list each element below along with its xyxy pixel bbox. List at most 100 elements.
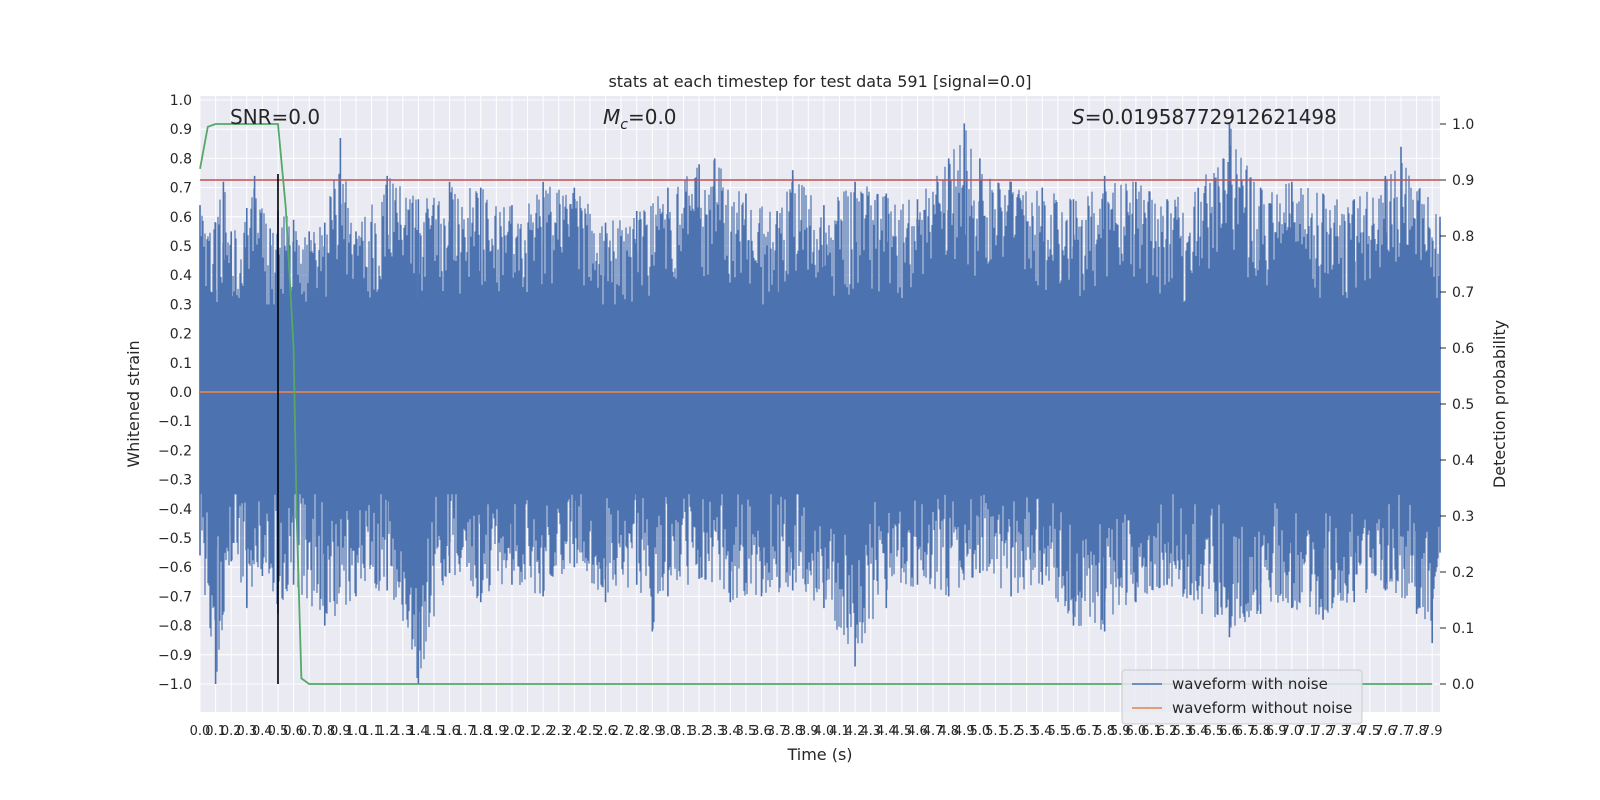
x-axis-ticks: 0.00.10.20.30.40.50.60.70.80.91.01.11.21… bbox=[190, 724, 1443, 739]
x-tick-label: 6.7 bbox=[1235, 724, 1256, 739]
y-axis-ticks: 1.0 0.9 0.8 0.7 0.6 0.5 0.4 0.3 0.2 0.1 0.0 −0.1 −0.… bbox=[158, 93, 192, 693]
y2-tick-label: 0.9 bbox=[1452, 173, 1474, 189]
x-tick-label: 2.9 bbox=[642, 724, 663, 739]
y-tick-label: 1.0 bbox=[170, 93, 192, 109]
x-tick-label: 5.7 bbox=[1079, 724, 1100, 739]
x-tick-label: 7.7 bbox=[1391, 724, 1412, 739]
y-tick-label: 0.9 bbox=[170, 122, 192, 138]
y2-tick-label: 1.0 bbox=[1452, 117, 1474, 133]
legend-label-clean: waveform without noise bbox=[1172, 699, 1352, 717]
x-tick-label: 1.4 bbox=[408, 724, 429, 739]
x-tick-label: 7.3 bbox=[1328, 724, 1349, 739]
x-tick-label: 0.0 bbox=[190, 724, 211, 739]
x-tick-label: 0.3 bbox=[236, 724, 257, 739]
legend: waveform with noise waveform without noi… bbox=[1121, 669, 1363, 725]
x-tick-label: 3.5 bbox=[736, 724, 757, 739]
x-tick-label: 0.5 bbox=[268, 724, 289, 739]
y-tick-label: 0.7 bbox=[170, 181, 192, 197]
x-tick-label: 7.8 bbox=[1406, 724, 1427, 739]
x-tick-label: 0.8 bbox=[314, 724, 335, 739]
chirp-mass-symbol: M bbox=[603, 105, 620, 129]
x-tick-label: 5.4 bbox=[1032, 724, 1053, 739]
x-tick-label: 0.7 bbox=[299, 724, 320, 739]
statistic-annotation: S=0.01958772912621498 bbox=[1072, 105, 1337, 129]
x-tick-label: 5.0 bbox=[970, 724, 991, 739]
x-tick-label: 4.8 bbox=[938, 724, 959, 739]
y-tick-label: −0.6 bbox=[158, 560, 192, 576]
x-tick-label: 4.7 bbox=[923, 724, 944, 739]
x-tick-label: 2.4 bbox=[564, 724, 585, 739]
y2-axis-ticks: 1.0 0.9 0.8 0.7 0.6 0.5 0.4 0.3 0.2 0.1 0.0 bbox=[1440, 117, 1474, 693]
x-tick-label: 3.1 bbox=[673, 724, 694, 739]
x-tick-label: 2.2 bbox=[533, 724, 554, 739]
x-tick-label: 3.9 bbox=[798, 724, 819, 739]
x-tick-label: 1.0 bbox=[346, 724, 367, 739]
x-tick-label: 1.8 bbox=[470, 724, 491, 739]
y2-tick-label: 0.0 bbox=[1452, 677, 1474, 693]
x-tick-label: 6.8 bbox=[1250, 724, 1271, 739]
legend-box bbox=[1121, 669, 1363, 725]
x-tick-label: 7.9 bbox=[1422, 724, 1443, 739]
x-tick-label: 0.1 bbox=[205, 724, 226, 739]
chart-title: stats at each timestep for test data 591… bbox=[608, 72, 1031, 91]
x-tick-label: 1.7 bbox=[455, 724, 476, 739]
x-tick-label: 1.3 bbox=[392, 724, 413, 739]
x-tick-label: 1.2 bbox=[377, 724, 398, 739]
y-tick-label: −1.0 bbox=[158, 677, 192, 693]
x-tick-label: 0.4 bbox=[252, 724, 273, 739]
x-tick-label: 3.0 bbox=[658, 724, 679, 739]
x-tick-label: 2.8 bbox=[626, 724, 647, 739]
statistic-value: =0.01958772912621498 bbox=[1085, 105, 1337, 129]
x-tick-label: 4.4 bbox=[876, 724, 897, 739]
y2-tick-label: 0.4 bbox=[1452, 453, 1474, 469]
x-tick-label: 1.9 bbox=[486, 724, 507, 739]
y-tick-label: −0.7 bbox=[158, 589, 192, 605]
x-tick-label: 2.7 bbox=[611, 724, 632, 739]
y-axis-label: Whitened strain bbox=[124, 340, 143, 467]
y-tick-label: 0.3 bbox=[170, 297, 192, 313]
statistic-symbol: S bbox=[1072, 105, 1085, 129]
x-tick-label: 3.8 bbox=[782, 724, 803, 739]
y-tick-label: 0.6 bbox=[170, 210, 192, 226]
x-tick-label: 4.6 bbox=[907, 724, 928, 739]
chirp-mass-value: =0.0 bbox=[628, 105, 677, 129]
x-tick-label: 5.2 bbox=[1001, 724, 1022, 739]
y-tick-label: 0.5 bbox=[170, 239, 192, 255]
chirp-mass-annotation: Mc=0.0 bbox=[603, 105, 677, 133]
x-tick-label: 6.0 bbox=[1126, 724, 1147, 739]
x-tick-label: 7.1 bbox=[1297, 724, 1318, 739]
x-tick-label: 6.4 bbox=[1188, 724, 1209, 739]
x-tick-label: 3.4 bbox=[720, 724, 741, 739]
y2-axis-label: Detection probability bbox=[1490, 320, 1509, 488]
legend-label-noise: waveform with noise bbox=[1172, 675, 1328, 693]
y-tick-label: 0.8 bbox=[170, 151, 192, 167]
x-tick-label: 3.7 bbox=[767, 724, 788, 739]
x-tick-label: 0.9 bbox=[330, 724, 351, 739]
x-tick-label: 1.5 bbox=[424, 724, 445, 739]
y-tick-label: −0.8 bbox=[158, 619, 192, 635]
x-tick-label: 2.6 bbox=[595, 724, 616, 739]
y-tick-label: 0.1 bbox=[170, 356, 192, 372]
x-tick-label: 4.2 bbox=[845, 724, 866, 739]
x-tick-label: 5.9 bbox=[1110, 724, 1131, 739]
detection-probability-line bbox=[199, 123, 1433, 685]
x-tick-label: 4.3 bbox=[860, 724, 881, 739]
x-tick-label: 2.1 bbox=[517, 724, 538, 739]
y-tick-label: −0.3 bbox=[158, 473, 192, 489]
y2-tick-label: 0.2 bbox=[1452, 565, 1474, 581]
overlay-lines bbox=[199, 123, 1440, 685]
y2-tick-label: 0.1 bbox=[1452, 621, 1474, 637]
snr-annotation: SNR=0.0 bbox=[230, 105, 320, 129]
x-tick-label: 2.5 bbox=[580, 724, 601, 739]
x-tick-label: 1.6 bbox=[439, 724, 460, 739]
x-tick-label: 2.0 bbox=[502, 724, 523, 739]
y-tick-label: −0.4 bbox=[158, 502, 192, 518]
y2-tick-label: 0.6 bbox=[1452, 341, 1474, 357]
x-tick-label: 3.3 bbox=[704, 724, 725, 739]
x-tick-label: 6.9 bbox=[1266, 724, 1287, 739]
y-tick-label: −0.5 bbox=[158, 531, 192, 547]
x-tick-label: 7.0 bbox=[1281, 724, 1302, 739]
x-axis-label: Time (s) bbox=[786, 745, 852, 764]
y-tick-label: −0.2 bbox=[158, 443, 192, 459]
